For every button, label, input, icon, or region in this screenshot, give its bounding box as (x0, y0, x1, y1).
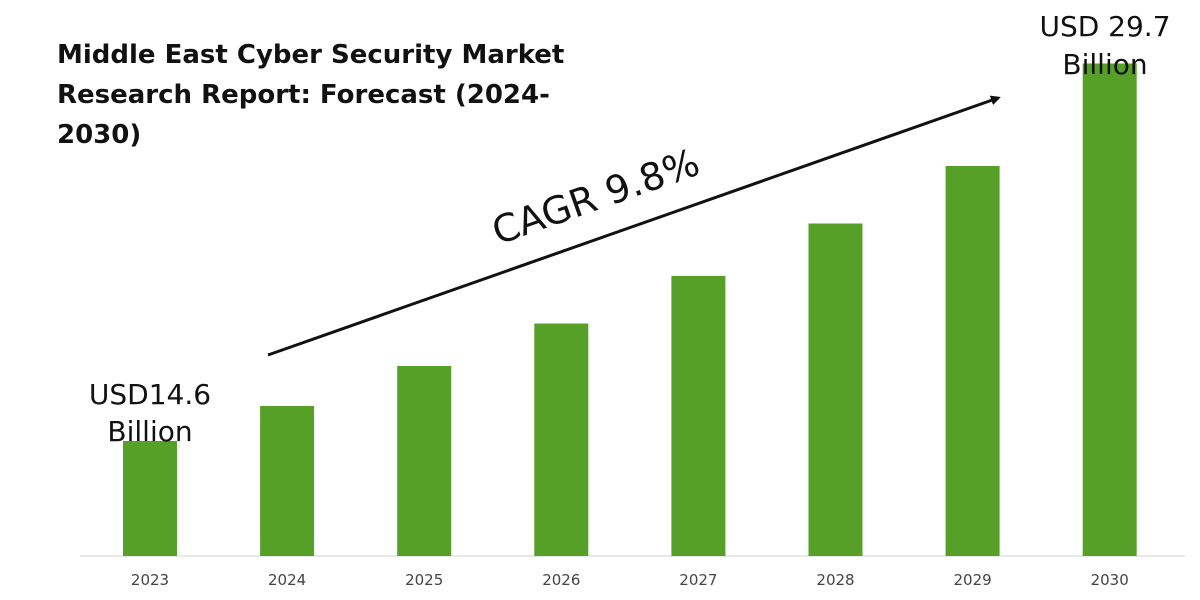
x-tick-2028: 2028 (816, 571, 854, 589)
bars-group (123, 63, 1137, 556)
bar-2027 (671, 276, 726, 556)
x-tick-2024: 2024 (268, 571, 306, 589)
end-value-line-2: Billion (1062, 48, 1147, 81)
cagr-label: CAGR 9.8% (486, 140, 705, 253)
bar-2030 (1082, 63, 1137, 556)
chart-title: Middle East Cyber Security Market Resear… (57, 40, 564, 150)
x-tick-labels: 2023 2024 2025 2026 2027 2028 2029 2030 (131, 571, 1129, 589)
bar-2029 (945, 166, 1000, 556)
bar-2026 (534, 323, 589, 556)
end-value-label: USD 29.7 Billion (1039, 10, 1170, 81)
bar-2028 (808, 223, 863, 556)
bar-2024 (260, 406, 315, 556)
start-value-line-2: Billion (107, 415, 192, 448)
chart-title-line-3: 2030) (57, 120, 141, 150)
start-value-line-1: USD14.6 (89, 378, 211, 411)
bar-2025 (397, 366, 452, 556)
x-tick-2026: 2026 (542, 571, 580, 589)
x-tick-2027: 2027 (679, 571, 717, 589)
x-tick-2023: 2023 (131, 571, 169, 589)
chart-title-line-1: Middle East Cyber Security Market (57, 40, 564, 70)
end-value-line-1: USD 29.7 (1039, 10, 1170, 43)
x-tick-2029: 2029 (954, 571, 992, 589)
bar-2023 (123, 441, 177, 556)
x-tick-2030: 2030 (1091, 571, 1129, 589)
start-value-label: USD14.6 Billion (89, 378, 211, 448)
chart-title-line-2: Research Report: Forecast (2024- (57, 80, 550, 110)
x-tick-2025: 2025 (405, 571, 443, 589)
cagr-arrow (267, 95, 1001, 357)
